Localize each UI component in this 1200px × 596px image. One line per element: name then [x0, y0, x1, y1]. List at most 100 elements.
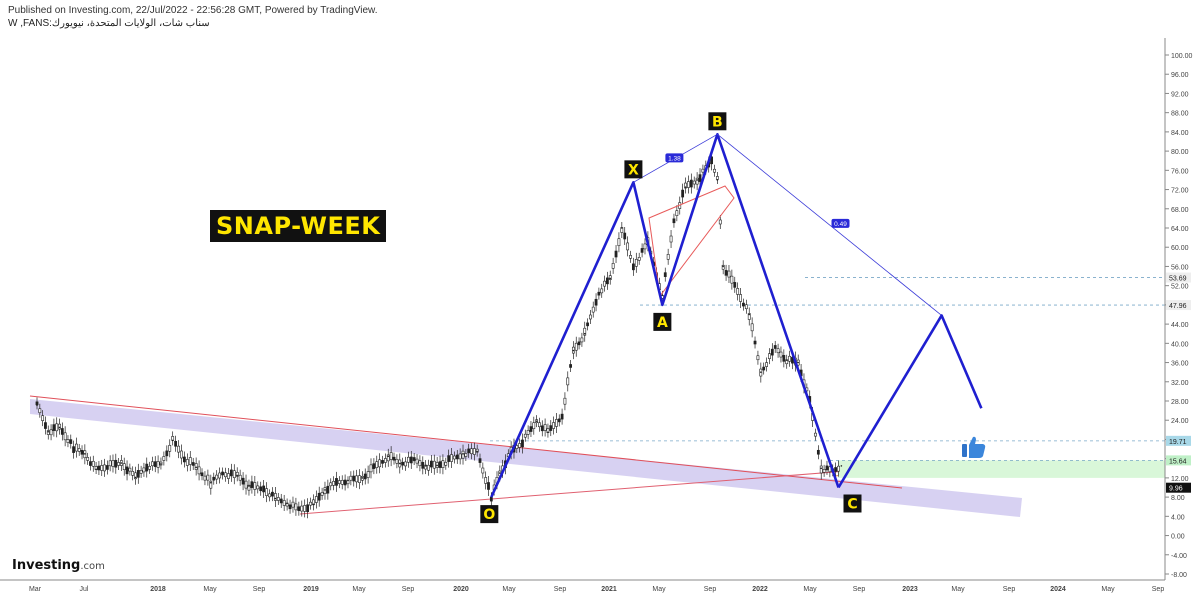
candle-body	[718, 219, 722, 225]
candle-body	[715, 176, 719, 180]
candle-body	[197, 466, 201, 475]
candle-body	[103, 464, 106, 472]
candle-body	[41, 415, 45, 421]
price-point	[210, 481, 212, 484]
price-point	[361, 477, 364, 479]
candle-body	[532, 422, 536, 430]
candle-body	[114, 459, 118, 468]
candle-body	[409, 456, 413, 464]
candle-body	[611, 263, 615, 269]
price-point	[774, 347, 777, 349]
pattern-label-box	[624, 160, 643, 179]
candle-body	[819, 465, 823, 474]
candle-body	[555, 419, 558, 427]
candle-body	[450, 454, 453, 462]
pattern-label-x: X	[624, 160, 643, 179]
candle-body	[72, 446, 75, 453]
candle-body	[306, 504, 310, 513]
price-point	[248, 485, 250, 487]
y-tick-label: 40.00	[1171, 341, 1189, 348]
pattern-label-box	[653, 312, 672, 331]
y-tick-label: 84.00	[1171, 130, 1189, 137]
candle-body	[75, 443, 78, 452]
candle-body	[629, 255, 632, 259]
candle-body	[666, 254, 670, 260]
y-tick-label: 68.00	[1171, 207, 1189, 214]
price-tag-label: 47.96	[1169, 303, 1187, 310]
candle-body	[675, 210, 679, 216]
price-point	[120, 462, 123, 464]
candle-body	[438, 461, 442, 468]
candle-body	[235, 471, 239, 477]
candle-body	[779, 351, 783, 358]
x-tick-label: Sep	[1003, 586, 1016, 593]
candle-body	[687, 181, 690, 188]
chart-header: Published on Investing.com, 22/Jul/2022 …	[8, 4, 377, 30]
candle-body	[326, 485, 330, 494]
price-point	[535, 420, 538, 422]
y-tick-label: 52.00	[1171, 284, 1189, 291]
candle-body	[271, 491, 274, 497]
candle-body	[273, 493, 277, 501]
candle-body	[134, 472, 137, 480]
candle-body	[768, 353, 771, 359]
candle-body	[695, 177, 699, 185]
pattern-label-box	[480, 505, 499, 524]
pattern-label-text: C	[847, 497, 857, 513]
candle-body	[212, 476, 216, 481]
x-tick-label: 2018	[150, 586, 166, 593]
x-tick-label: Sep	[402, 586, 415, 593]
x-tick-label: Mar	[29, 586, 42, 593]
candle-body	[487, 482, 490, 490]
candle-body	[617, 238, 621, 247]
candle-body	[300, 505, 304, 512]
price-point	[499, 472, 501, 474]
candle-body	[340, 479, 344, 485]
candle-body	[383, 458, 387, 463]
candle-body	[580, 337, 584, 343]
candle-body	[753, 340, 757, 345]
snap-week-label: SNAP-WEEK	[210, 210, 387, 242]
price-point	[398, 462, 401, 465]
thumbs-up-icon	[962, 436, 986, 458]
price-point	[436, 464, 438, 467]
candle-body	[472, 448, 476, 455]
price-point	[797, 361, 800, 364]
candle-body	[145, 463, 149, 472]
candle-body	[291, 501, 295, 508]
candle-body	[441, 460, 445, 468]
candle-body	[455, 454, 459, 460]
price-point	[58, 426, 61, 429]
candle-body	[174, 440, 178, 447]
candle-body	[268, 493, 271, 498]
price-tag-box	[1166, 482, 1191, 493]
price-point	[134, 476, 137, 479]
candle-body	[128, 467, 132, 472]
candle-body	[250, 481, 254, 488]
downtrend-line	[29, 395, 903, 489]
price-point	[820, 467, 823, 470]
candle-body	[825, 465, 829, 471]
price-tag-label: 9.96	[1169, 486, 1183, 493]
published-note: Published on Investing.com, 22/Jul/2022 …	[8, 5, 378, 16]
candle-body	[563, 397, 567, 405]
candle-body	[478, 458, 482, 463]
candle-body	[822, 469, 826, 473]
candle-body	[733, 282, 737, 288]
candle-body	[162, 456, 166, 461]
candle-body	[529, 426, 533, 432]
candle-body	[369, 464, 373, 473]
candle-body	[588, 314, 592, 320]
y-tick-label: 12.00	[1171, 476, 1189, 483]
candle-body	[303, 505, 307, 512]
price-point	[387, 455, 390, 458]
candle-body	[337, 480, 341, 484]
x-tick-label: May	[652, 586, 666, 593]
price-point	[722, 265, 724, 268]
x-tick-label: 2019	[303, 586, 319, 593]
candle-body	[742, 302, 745, 307]
candle-body	[194, 463, 198, 470]
candle-body	[669, 235, 673, 243]
candle-body	[131, 471, 135, 476]
price-point	[106, 465, 109, 467]
